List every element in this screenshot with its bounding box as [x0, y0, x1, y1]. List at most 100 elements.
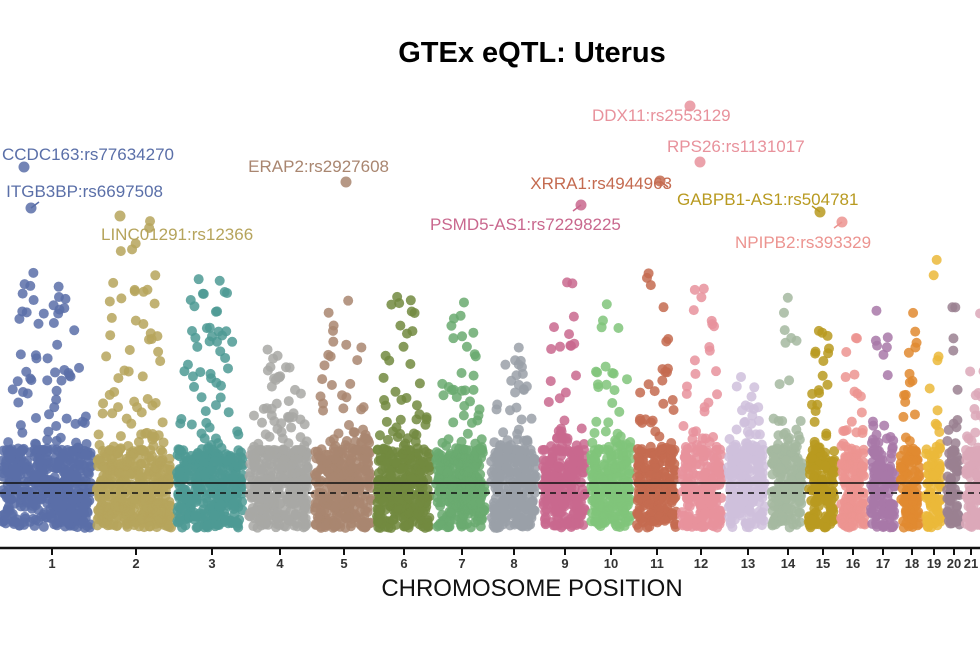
- data-point: [130, 238, 141, 249]
- data-point: [158, 437, 169, 448]
- data-point: [286, 422, 297, 433]
- data-point: [544, 455, 555, 466]
- data-point: [500, 359, 511, 370]
- data-point: [437, 378, 448, 389]
- data-point: [398, 341, 409, 352]
- data-point: [130, 494, 141, 505]
- data-point: [948, 345, 959, 356]
- data-point: [704, 436, 715, 447]
- data-point: [153, 346, 164, 357]
- data-point: [154, 456, 165, 467]
- data-point: [576, 423, 587, 434]
- data-point: [589, 427, 600, 438]
- data-point: [682, 493, 693, 504]
- data-point: [249, 457, 260, 468]
- data-point: [458, 410, 469, 421]
- data-point: [394, 298, 405, 309]
- data-point: [495, 440, 506, 451]
- data-point: [791, 335, 802, 346]
- data-point: [272, 507, 283, 518]
- data-point: [699, 402, 710, 413]
- data-point: [7, 384, 18, 395]
- data-point: [589, 453, 600, 464]
- data-point: [643, 499, 654, 510]
- data-point: [192, 341, 203, 352]
- data-point: [209, 456, 220, 467]
- data-point: [137, 371, 148, 382]
- data-point: [592, 471, 603, 482]
- data-point: [662, 363, 673, 374]
- data-point: [592, 379, 603, 390]
- data-point: [343, 295, 354, 306]
- data-point: [113, 373, 124, 384]
- data-point: [778, 307, 789, 318]
- data-point: [52, 339, 63, 350]
- data-point: [209, 510, 220, 521]
- data-point: [871, 305, 882, 316]
- data-point: [846, 416, 857, 427]
- data-point: [398, 440, 409, 451]
- data-point: [66, 459, 77, 470]
- data-point: [322, 483, 333, 494]
- data-point: [567, 278, 578, 289]
- data-point: [142, 284, 153, 295]
- data-point: [407, 516, 418, 527]
- data-point: [15, 349, 26, 360]
- data-point: [667, 508, 678, 519]
- data-point: [93, 506, 104, 517]
- data-point: [600, 426, 611, 437]
- data-point: [754, 511, 765, 522]
- data-point: [81, 438, 92, 449]
- data-point: [113, 402, 124, 413]
- data-point: [645, 441, 656, 452]
- data-point: [784, 522, 795, 533]
- data-point: [155, 356, 166, 367]
- data-point: [189, 301, 200, 312]
- data-point: [948, 418, 959, 429]
- data-point: [790, 439, 801, 450]
- data-point: [271, 481, 282, 492]
- data-point: [69, 325, 80, 336]
- data-point: [932, 420, 943, 431]
- chart-title: GTEx eQTL: Uterus: [398, 37, 666, 69]
- data-point: [404, 493, 415, 504]
- data-point: [728, 441, 739, 452]
- data-point: [237, 453, 248, 464]
- data-point: [261, 403, 272, 414]
- data-point: [452, 458, 463, 469]
- data-point: [875, 455, 886, 466]
- data-point: [571, 467, 582, 478]
- data-point: [138, 444, 149, 455]
- data-point: [596, 322, 607, 333]
- data-point: [18, 443, 29, 454]
- data-point: [488, 504, 499, 515]
- data-point: [401, 328, 412, 339]
- data-point: [395, 320, 406, 331]
- data-point: [94, 440, 105, 451]
- data-point: [948, 333, 959, 344]
- data-point: [310, 489, 321, 500]
- data-point: [546, 344, 557, 355]
- data-point: [380, 350, 391, 361]
- data-point: [904, 368, 915, 379]
- data-point: [477, 486, 488, 497]
- data-point: [882, 332, 893, 343]
- data-point: [539, 444, 550, 455]
- data-point: [931, 254, 942, 265]
- data-point: [468, 327, 479, 338]
- data-point: [298, 494, 309, 505]
- data-point: [424, 465, 435, 476]
- data-point: [0, 490, 11, 501]
- data-point: [33, 504, 44, 515]
- data-point: [116, 493, 127, 504]
- data-point: [678, 420, 689, 431]
- data-point: [176, 414, 187, 425]
- data-point: [247, 444, 258, 455]
- data-point: [158, 475, 169, 486]
- data-point: [881, 342, 892, 353]
- data-point: [813, 325, 824, 336]
- data-point: [749, 382, 760, 393]
- data-point: [97, 408, 108, 419]
- data-point: [780, 427, 791, 438]
- data-point: [125, 469, 136, 480]
